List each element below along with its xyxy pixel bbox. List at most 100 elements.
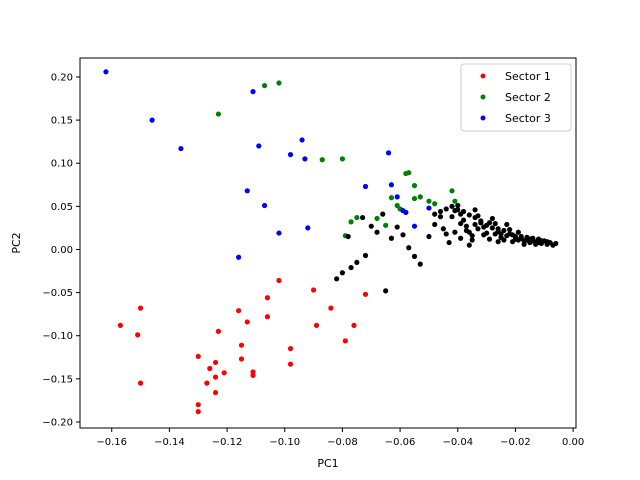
data-point-series-3-98	[486, 220, 493, 226]
data-point-series-1-3	[319, 157, 325, 163]
x-tick-label: −0.14	[154, 437, 185, 448]
legend-label-sector-3: Sector 3	[505, 112, 551, 125]
data-point-series-3-64	[472, 214, 478, 221]
data-point-series-2-9	[287, 152, 294, 158]
data-point-series-2-6	[244, 188, 250, 194]
data-point-series-1-14	[406, 170, 412, 176]
data-point-series-1-15	[411, 183, 418, 189]
data-point-series-2-1	[149, 117, 155, 123]
data-point-series-1-20	[449, 188, 455, 194]
y-tick-label: 0.05	[51, 202, 73, 213]
data-point-series-0-11	[221, 370, 227, 376]
data-point-series-0-21	[264, 314, 271, 320]
data-point-series-3-4	[339, 270, 346, 276]
x-tick-label: −0.04	[442, 437, 473, 448]
data-point-series-3-21	[443, 231, 449, 237]
data-point-series-3-46	[515, 229, 521, 235]
data-point-series-3-31	[472, 207, 478, 213]
x-tick-label: −0.02	[500, 437, 531, 448]
data-point-series-3-99	[495, 239, 501, 245]
data-point-series-3-15	[411, 253, 418, 259]
legend-label-sector-2: Sector 2	[505, 91, 551, 104]
data-point-series-3-69	[501, 227, 507, 234]
data-point-series-3-17	[426, 233, 432, 240]
data-point-series-1-7	[354, 214, 360, 221]
data-point-series-2-11	[302, 156, 308, 162]
data-points	[103, 69, 559, 415]
data-point-series-3-85	[498, 234, 504, 240]
data-point-series-2-8	[276, 230, 282, 236]
data-point-series-3-87	[509, 239, 516, 245]
data-point-series-3-76	[443, 206, 449, 212]
data-point-series-3-77	[437, 208, 444, 215]
data-point-series-3-90	[527, 236, 533, 242]
data-point-series-3-89	[521, 241, 527, 247]
x-axis: −0.16 −0.14 −0.12 −0.10 −0.08 −0.06 −0.04 −0.02…	[96, 428, 584, 448]
data-point-series-2-12	[305, 225, 311, 231]
data-point-series-3-30	[469, 237, 475, 243]
y-tick-label: −0.15	[42, 374, 73, 385]
data-point-series-3-62	[460, 208, 467, 215]
data-point-series-0-16	[238, 356, 245, 362]
data-point-series-0-0	[137, 305, 144, 311]
data-point-series-3-38	[492, 220, 498, 227]
y-axis-label: PC2	[10, 232, 23, 253]
data-point-series-3-2	[354, 259, 360, 266]
data-point-series-0-29	[351, 322, 357, 328]
data-point-series-2-3	[250, 89, 256, 95]
data-point-series-0-6	[212, 359, 219, 366]
data-point-series-3-11	[388, 235, 395, 241]
data-point-series-1-21	[452, 198, 458, 204]
x-tick-label: 0.00	[562, 437, 584, 448]
data-point-series-3-93	[544, 239, 550, 245]
data-point-series-3-95	[458, 235, 464, 241]
y-tick-label: −0.20	[42, 417, 73, 428]
data-point-series-3-78	[432, 211, 438, 217]
data-point-series-1-0	[215, 111, 222, 117]
data-point-series-3-96	[466, 242, 472, 248]
data-point-series-1-6	[348, 219, 354, 225]
data-point-series-3-9	[374, 229, 380, 235]
data-point-series-1-8	[374, 215, 380, 222]
data-point-series-0-5	[215, 328, 222, 334]
x-tick-label: −0.06	[385, 437, 416, 448]
plot-frame	[79, 57, 577, 429]
data-point-series-2-2	[178, 145, 184, 152]
data-point-series-2-15	[388, 182, 395, 188]
data-point-series-0-7	[207, 365, 213, 372]
data-point-series-2-20	[426, 205, 432, 211]
y-tick-label: 0.20	[51, 72, 73, 83]
data-point-series-3-43	[507, 227, 513, 233]
data-point-series-3-8	[368, 223, 374, 229]
data-point-series-3-13	[400, 232, 406, 238]
data-point-series-3-84	[492, 231, 498, 237]
data-point-series-2-19	[411, 223, 418, 229]
data-point-series-2-0	[103, 69, 109, 75]
data-point-series-0-13	[195, 409, 201, 415]
data-point-series-2-18	[403, 209, 409, 215]
data-point-series-0-1	[117, 322, 123, 328]
legend-marker-sector-1	[480, 73, 486, 79]
data-point-series-3-36	[486, 236, 493, 242]
data-point-series-1-9	[383, 222, 389, 228]
data-point-series-3-63	[466, 212, 472, 218]
data-point-series-3-79	[458, 220, 464, 227]
data-point-series-3-18	[432, 221, 438, 228]
data-point-series-0-18	[250, 372, 256, 378]
data-point-series-2-14	[385, 150, 392, 156]
data-point-series-3-81	[469, 233, 475, 239]
data-point-series-3-92	[538, 238, 545, 244]
data-point-series-0-22	[276, 277, 282, 284]
data-point-series-3-19	[437, 214, 444, 220]
data-point-series-1-4	[339, 156, 346, 162]
data-point-series-2-16	[394, 194, 400, 200]
data-point-series-2-4	[256, 143, 262, 149]
data-point-series-1-2	[276, 80, 282, 86]
data-point-series-3-80	[463, 227, 470, 234]
data-point-series-3-0	[383, 288, 389, 294]
y-axis: −0.20 −0.15 −0.10 −0.05 0.00 0.05 0.10 0.15 0.20	[42, 72, 80, 428]
data-point-series-3-23	[449, 214, 455, 220]
legend: Sector 1 Sector 2 Sector 3	[460, 63, 572, 132]
data-point-series-0-9	[212, 374, 219, 380]
data-point-series-3-5	[334, 276, 340, 282]
